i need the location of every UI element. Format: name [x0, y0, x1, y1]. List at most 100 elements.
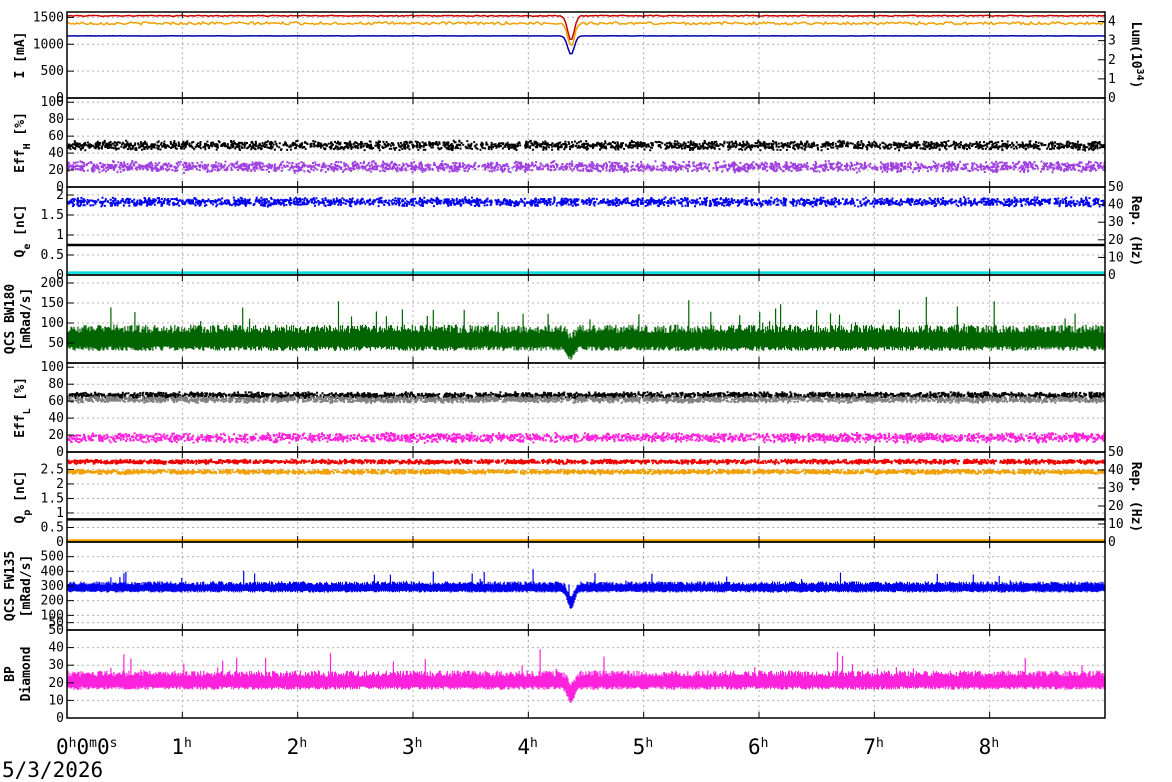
- series-line: [67, 14, 1105, 41]
- panel-series: [67, 458, 1105, 542]
- right-y-tick-label: 20: [1108, 233, 1124, 248]
- y-tick-label: 0: [56, 535, 64, 550]
- y-tick-label: 20: [48, 428, 64, 443]
- y-tick-label: 60: [48, 394, 64, 409]
- panel-ticks: [66, 363, 1106, 453]
- panel-current: 0 500 1000 1500 0 1 2 3 4 I [mA] Lum(1034): [13, 10, 1146, 106]
- panel-ticks: [66, 629, 1106, 719]
- panel-series: [67, 14, 1105, 55]
- panel-series: [67, 391, 1105, 444]
- panel-series: [67, 297, 1105, 360]
- panel-grid: [67, 187, 1105, 275]
- y-axis-label-line2: Diamond: [19, 647, 34, 702]
- right-y-tick-label: 1: [1108, 72, 1116, 87]
- right-y-axis-label: Rep. (Hz): [1128, 462, 1143, 532]
- y-tick-label: 0: [56, 445, 64, 460]
- y-tick-label: 20: [48, 163, 64, 178]
- x-tick-label: 7h: [863, 735, 883, 759]
- panel-series: [67, 196, 1105, 274]
- x-tick-label: 4h: [517, 735, 537, 759]
- right-y-axis-label: Rep. (Hz): [1128, 196, 1143, 266]
- right-y-tick-label: 20: [1108, 499, 1124, 514]
- y-tick-label: 2: [56, 477, 64, 492]
- x-tick-label: 0h0m0s: [56, 735, 117, 759]
- right-y-tick-label: 40: [1108, 198, 1124, 213]
- series-line: [67, 20, 1105, 47]
- y-tick-label: 0.5: [41, 520, 64, 535]
- y-tick-label: 40: [48, 641, 64, 656]
- right-y-tick-label: 0: [1108, 91, 1116, 106]
- panel-grid: [67, 12, 1105, 98]
- panel-grid: [67, 452, 1105, 542]
- y-axis-label: EffL [%]: [13, 377, 33, 438]
- y-tick-label: 0: [56, 91, 64, 106]
- right-y-tick-label: 2: [1108, 53, 1116, 68]
- y-tick-label: 1000: [33, 37, 64, 52]
- panel-frame: [66, 97, 1106, 188]
- y-tick-label: 80: [48, 377, 64, 392]
- y-axis-label: I [mA]: [13, 32, 28, 79]
- y-tick-label: 2: [56, 188, 64, 203]
- panel-frame: [66, 451, 1106, 543]
- y-tick-label: 1500: [33, 10, 64, 25]
- panel-series: [67, 569, 1105, 609]
- x-tick-label: 5h: [633, 735, 653, 759]
- panel-eff_l: 0 20 40 60 80 100 EffL [%]: [13, 360, 1106, 460]
- x-tick-label: 2h: [287, 735, 307, 759]
- y-tick-label: 100: [41, 316, 64, 331]
- panel-series: [67, 649, 1105, 703]
- y-tick-label: 60: [48, 129, 64, 144]
- series-dots: [67, 160, 1105, 174]
- right-y-tick-label: 3: [1108, 34, 1116, 49]
- y-tick-label: 40: [48, 146, 64, 161]
- panel-ticks: [66, 542, 1106, 630]
- y-tick-label: 0: [56, 180, 64, 195]
- panel-qcs_bw: 50 100 150 200 QCS BW180 [mRad/s]: [3, 274, 1106, 364]
- right-y-tick-label: 50: [1108, 180, 1124, 195]
- y-tick-label: 100: [41, 95, 64, 110]
- x-tick-label: 6h: [748, 735, 768, 759]
- y-tick-label: 100: [41, 608, 64, 623]
- right-y-tick-label: 10: [1108, 517, 1124, 532]
- y-tick-label: 500: [41, 64, 64, 79]
- panel-ticks: [66, 451, 1106, 543]
- y-tick-label: 50: [48, 616, 64, 631]
- series-dots: [67, 395, 1105, 404]
- y-tick-label: 400: [41, 564, 64, 579]
- y-tick-label: 300: [41, 579, 64, 594]
- panel-ticks: [66, 98, 1106, 188]
- y-tick-label: 1: [56, 228, 64, 243]
- y-tick-label: 150: [41, 296, 64, 311]
- y-axis-label-line2: [mRad/s]: [19, 555, 34, 618]
- panel-eff_h: 0 20 40 60 80 100 EffH [%]: [13, 95, 1106, 195]
- right-y-tick-label: 0: [1108, 535, 1116, 550]
- y-axis-label: QCS FW135: [3, 551, 18, 621]
- panel-grid: [67, 98, 1105, 187]
- series-noise: [67, 297, 1105, 360]
- series-dots: [67, 468, 1105, 476]
- panel-frame: [66, 629, 1106, 719]
- y-axis-label: BP: [3, 666, 18, 682]
- right-y-axis-label: Lum(1034): [1128, 22, 1146, 89]
- x-axis: 0h0m0s 1h 2h 3h 4h 5h 6h 7h 8h: [56, 735, 999, 759]
- y-tick-label: 1.5: [41, 491, 64, 506]
- panel-bp_diamond: 0 10 20 30 40 50 BP Diamond: [3, 623, 1106, 726]
- right-y-tick-label: 30: [1108, 481, 1124, 496]
- y-tick-label: 1: [56, 506, 64, 521]
- y-tick-label: 2.5: [41, 462, 64, 477]
- y-axis-label: EffH [%]: [13, 112, 33, 173]
- y-axis-label: Qe [nC]: [13, 205, 33, 258]
- y-tick-label: 50: [48, 336, 64, 351]
- right-y-tick-label: 4: [1108, 15, 1116, 30]
- y-tick-label: 0: [56, 711, 64, 726]
- x-tick-label: 3h: [402, 735, 422, 759]
- right-y-tick-label: 40: [1108, 463, 1124, 478]
- series-dots: [67, 431, 1105, 444]
- y-axis-label: QCS BW180: [3, 284, 18, 355]
- y-tick-label: 40: [48, 411, 64, 426]
- y-tick-label: 500: [41, 550, 64, 565]
